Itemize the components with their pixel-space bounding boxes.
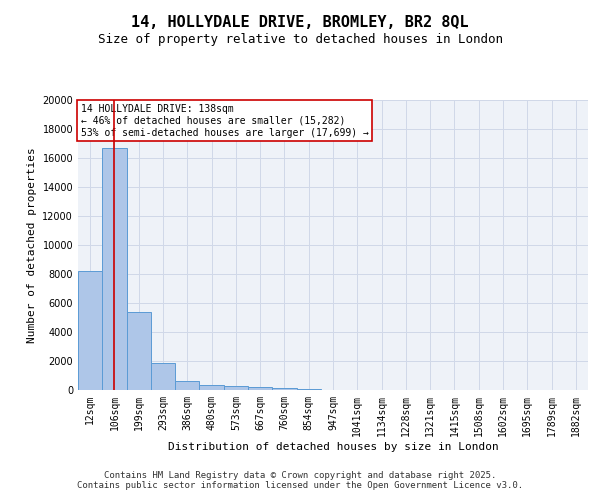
Y-axis label: Number of detached properties: Number of detached properties [27, 147, 37, 343]
X-axis label: Distribution of detached houses by size in London: Distribution of detached houses by size … [167, 442, 499, 452]
Bar [127, 312, 151, 390]
Text: 14, HOLLYDALE DRIVE, BROMLEY, BR2 8QL: 14, HOLLYDALE DRIVE, BROMLEY, BR2 8QL [131, 15, 469, 30]
Bar [151, 363, 175, 390]
Bar [175, 381, 199, 390]
Bar [248, 387, 272, 390]
Bar [272, 388, 296, 390]
Bar [102, 148, 127, 390]
Bar [199, 385, 224, 390]
Text: Contains HM Land Registry data © Crown copyright and database right 2025.
Contai: Contains HM Land Registry data © Crown c… [77, 470, 523, 490]
Bar [296, 389, 321, 390]
Bar [78, 271, 102, 390]
Bar [224, 386, 248, 390]
Text: 14 HOLLYDALE DRIVE: 138sqm
← 46% of detached houses are smaller (15,282)
53% of : 14 HOLLYDALE DRIVE: 138sqm ← 46% of deta… [80, 104, 368, 138]
Text: Size of property relative to detached houses in London: Size of property relative to detached ho… [97, 32, 503, 46]
